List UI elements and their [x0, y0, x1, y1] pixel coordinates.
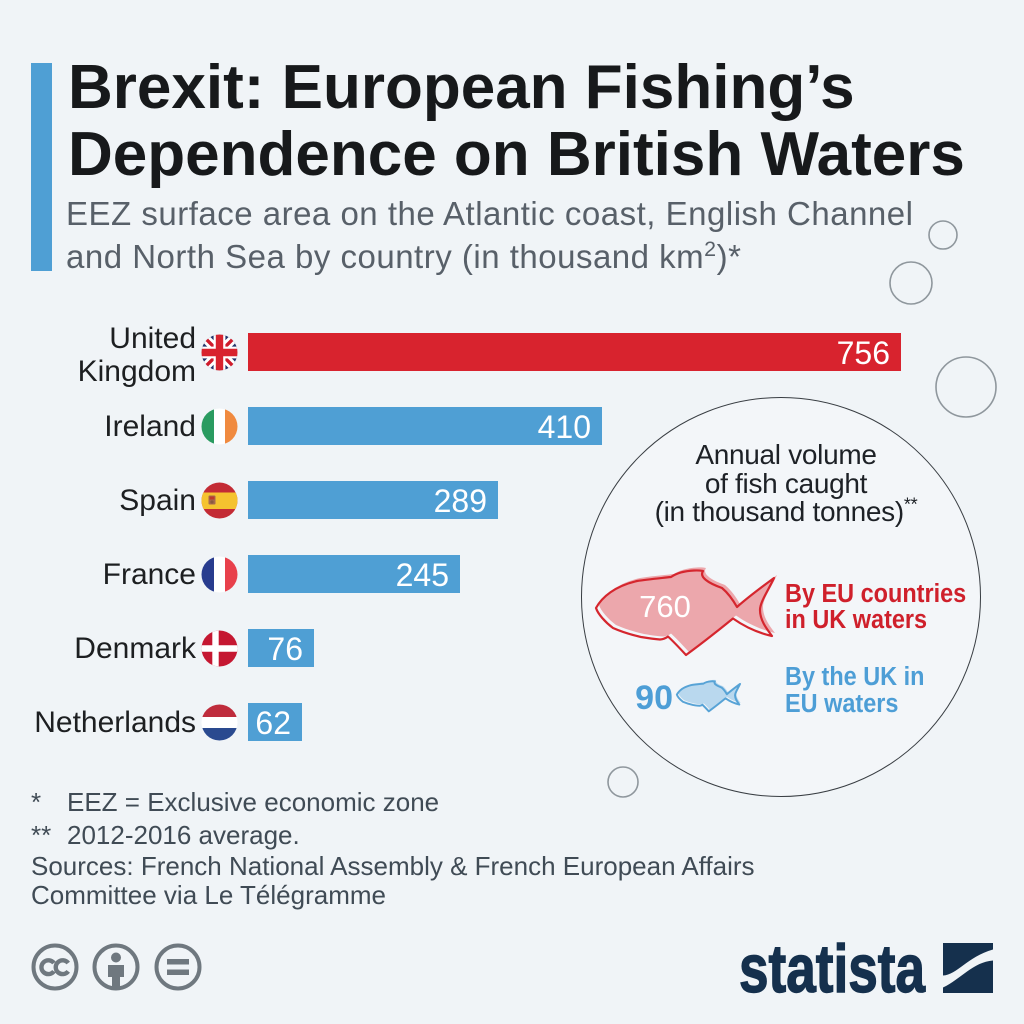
svg-text:statista: statista [739, 935, 926, 1005]
